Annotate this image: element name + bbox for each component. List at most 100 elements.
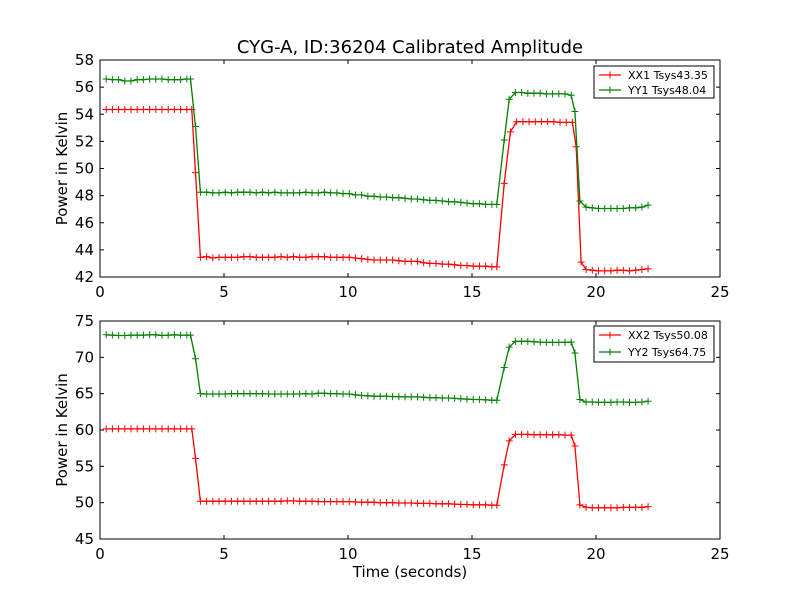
data-point [601, 504, 609, 512]
data-point [601, 205, 609, 213]
data-point [420, 196, 428, 204]
data-point [345, 498, 353, 506]
data-point [457, 500, 465, 508]
data-point [500, 461, 508, 469]
data-point [320, 389, 328, 397]
data-point [320, 253, 328, 261]
data-point [469, 200, 477, 208]
data-point [457, 198, 465, 206]
data-point [102, 425, 110, 433]
data-point [619, 266, 627, 274]
data-point [469, 262, 477, 270]
data-point [191, 169, 199, 177]
data-point [625, 267, 633, 275]
data-point [518, 430, 526, 438]
data-point [339, 498, 347, 506]
data-point [571, 108, 579, 116]
data-point [320, 188, 328, 196]
data-point [333, 189, 341, 197]
data-point [493, 501, 501, 509]
data-point [511, 337, 519, 345]
data-point [582, 398, 590, 406]
data-point [327, 498, 335, 506]
y-tick-label: 42 [75, 268, 94, 286]
y-tick-label: 55 [75, 457, 94, 475]
data-point [127, 106, 135, 114]
data-point [152, 425, 160, 433]
data-point [283, 253, 291, 261]
y-tick-label: 46 [75, 214, 94, 232]
data-point [246, 188, 254, 196]
data-point [333, 390, 341, 398]
data-point [364, 392, 372, 400]
data-point [463, 199, 471, 207]
data-point [102, 331, 110, 339]
data-point [139, 331, 147, 339]
data-point [426, 499, 434, 507]
data-point [358, 255, 366, 263]
data-point [432, 196, 440, 204]
data-point [582, 203, 590, 211]
data-point [158, 425, 166, 433]
data-point [170, 76, 178, 84]
series-group [102, 331, 652, 512]
data-point [308, 390, 316, 398]
data-point [339, 190, 347, 198]
data-point [577, 258, 585, 266]
data-point [252, 390, 260, 398]
data-point [258, 497, 266, 505]
data-point [644, 503, 652, 511]
data-point [438, 394, 446, 402]
y-tick-label: 50 [75, 160, 94, 178]
data-point [568, 118, 576, 126]
data-point [549, 431, 557, 439]
data-point [187, 75, 195, 83]
data-point [121, 425, 129, 433]
data-point [576, 395, 584, 403]
y-tick-label: 56 [75, 78, 94, 96]
data-point [333, 253, 341, 261]
legend: XX1 Tsys43.35 YY1 Tsys48.04 [593, 65, 715, 99]
data-point [146, 75, 154, 83]
data-point [152, 106, 160, 114]
data-point [463, 395, 471, 403]
legend-label: YY2 Tsys64.75 [627, 346, 706, 359]
legend-label: XX2 Tsys50.08 [628, 329, 708, 342]
data-point [493, 263, 501, 271]
data-point [632, 503, 640, 511]
data-point [139, 106, 147, 114]
data-point [426, 394, 434, 402]
data-point [296, 390, 304, 398]
data-point [401, 257, 409, 265]
data-point [582, 266, 590, 274]
data-point [561, 90, 569, 98]
data-point [170, 425, 178, 433]
data-point [555, 338, 563, 346]
data-point [395, 194, 403, 202]
data-point [376, 193, 384, 201]
data-point [191, 122, 199, 130]
data-point [191, 454, 199, 462]
data-point [420, 499, 428, 507]
data-point [505, 437, 513, 445]
data-point [613, 266, 621, 274]
data-point [108, 425, 116, 433]
data-point [561, 431, 569, 439]
data-point [376, 256, 384, 264]
data-point [613, 504, 621, 512]
data-point [271, 188, 279, 196]
data-point [127, 425, 135, 433]
data-point [518, 89, 526, 97]
data-point [438, 500, 446, 508]
data-point [457, 261, 465, 269]
data-point [594, 398, 602, 406]
data-point [252, 497, 260, 505]
data-point [632, 398, 640, 406]
data-point [283, 390, 291, 398]
data-point [215, 253, 223, 261]
data-point [327, 390, 335, 398]
data-point [158, 75, 166, 83]
data-point [351, 498, 359, 506]
data-point [469, 395, 477, 403]
bottom-plot: 0 5 10 15 20 25 45 50 55 60 65 70 75 Power in Kelvin T… [53, 312, 730, 581]
